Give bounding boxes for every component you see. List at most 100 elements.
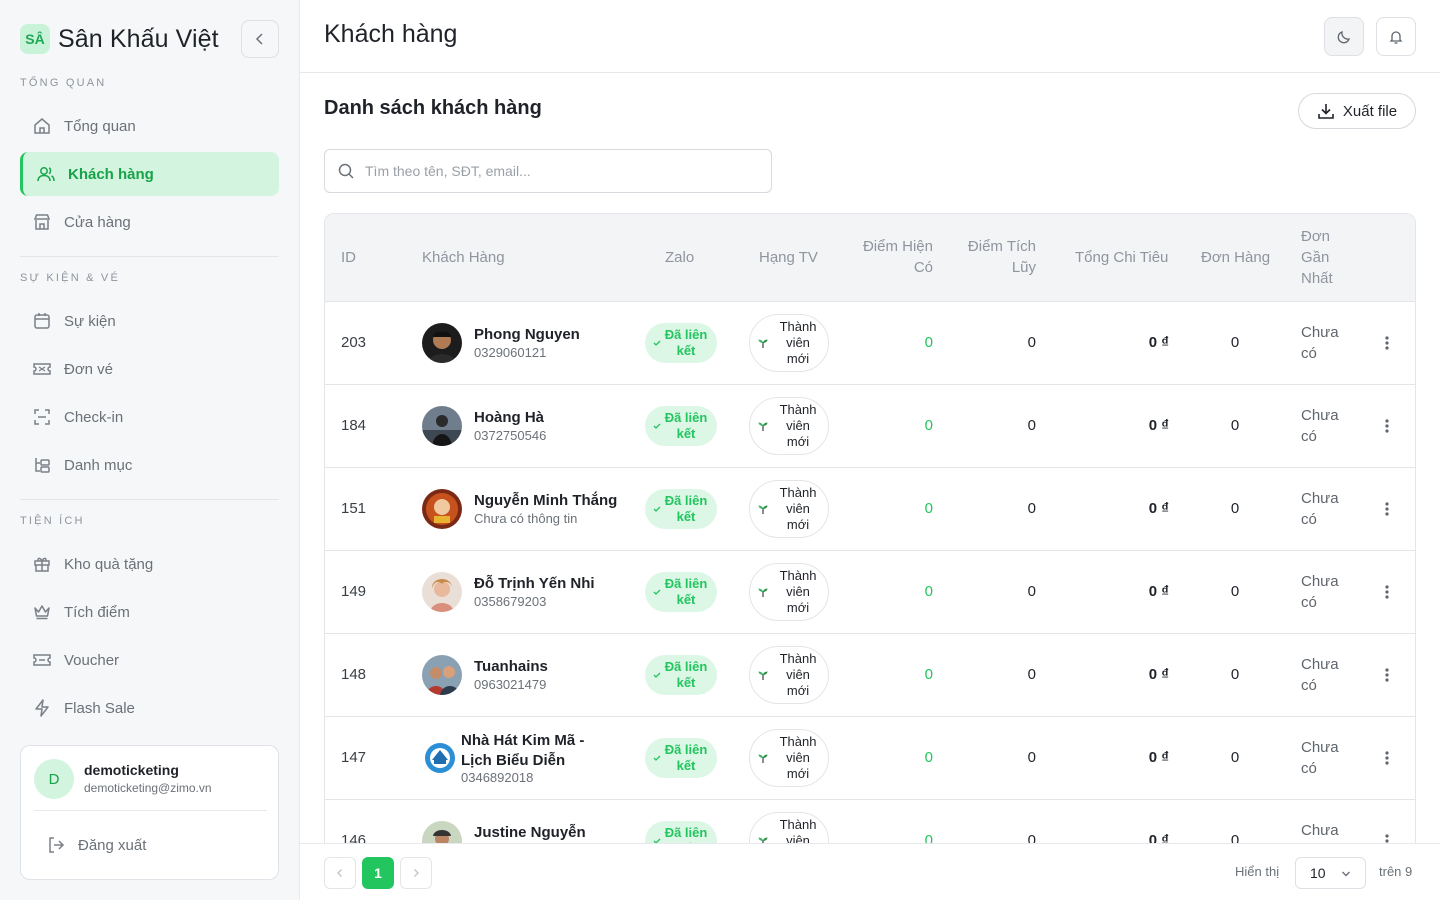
column-header-customer[interactable]: Khách Hàng <box>422 249 505 266</box>
zalo-status-badge: Đã liên kết <box>645 572 717 612</box>
table-row[interactable]: 203 Phong Nguyen 0329060121 Đã liên kết Thàn… <box>325 302 1415 385</box>
customer-id: 151 <box>341 500 367 517</box>
tier-label: Thành viên mới <box>779 651 817 698</box>
store-icon <box>32 212 52 232</box>
chevron-left-icon <box>337 869 342 877</box>
last-order: Chưa có <box>1301 573 1339 611</box>
tier-badge: Thành viên mới <box>749 646 829 704</box>
logout-button[interactable]: Đăng xuất <box>46 835 146 855</box>
table-row[interactable]: 148 Tuanhains 0963021479 Đã liên kết Thành v… <box>325 634 1415 717</box>
sidebar-item-categories[interactable]: Danh mục <box>20 443 279 487</box>
accumulated-points: 0 <box>1027 583 1036 600</box>
sprout-icon <box>758 671 768 680</box>
collapse-sidebar-button[interactable] <box>241 20 279 58</box>
row-actions-button[interactable] <box>1383 333 1391 358</box>
row-actions-button[interactable] <box>1383 831 1391 843</box>
theme-toggle-button[interactable] <box>1324 17 1364 56</box>
customer-name[interactable]: Đỗ Trịnh Yến Nhi <box>474 575 595 592</box>
sidebar-item-voucher[interactable]: Voucher <box>20 638 279 682</box>
column-header-total-spent[interactable]: Tổng Chi Tiêu <box>1075 249 1169 266</box>
row-actions-button[interactable] <box>1383 582 1391 607</box>
table-row[interactable]: 147 Nhà Hát Kim Mã - Lịch Biểu Diễn 034689… <box>325 717 1415 800</box>
current-points: 0 <box>924 334 933 351</box>
zalo-status-label: Đã liên kết <box>664 493 708 524</box>
sidebar-item-checkin[interactable]: Check-in <box>20 395 279 439</box>
zalo-status-label: Đã liên kết <box>664 742 708 773</box>
sidebar-item-store[interactable]: Cửa hàng <box>20 200 279 244</box>
prev-page-button[interactable] <box>324 857 356 889</box>
sidebar-item-gifts[interactable]: Kho quà tặng <box>20 542 279 586</box>
row-actions-button[interactable] <box>1383 748 1391 773</box>
sidebar-item-events[interactable]: Sự kiện <box>20 299 279 343</box>
accumulated-points: 0 <box>1027 832 1036 843</box>
customer-name[interactable]: Hoàng Hà <box>474 409 545 426</box>
tier-label: Thành viên mới <box>779 402 817 449</box>
column-header-tier[interactable]: Hạng TV <box>759 249 818 266</box>
customer-id: 148 <box>341 666 367 683</box>
sidebar-item-label: Sự kiện <box>64 312 116 330</box>
sidebar-divider <box>20 499 279 500</box>
customer-name[interactable]: Tuanhains <box>474 658 548 675</box>
search-input[interactable] <box>365 163 745 179</box>
notifications-button[interactable] <box>1376 17 1416 56</box>
sidebar-item-flash-sale[interactable]: Flash Sale <box>20 686 279 730</box>
last-order: Chưa có <box>1301 324 1339 362</box>
order-count: 0 <box>1230 666 1240 683</box>
sidebar-item-label: Đơn vé <box>64 360 114 378</box>
row-actions-button[interactable] <box>1383 665 1391 690</box>
customer-name[interactable]: Phong Nguyen <box>474 326 580 343</box>
row-actions-button[interactable] <box>1383 416 1391 441</box>
export-file-label: Xuất file <box>1342 102 1398 120</box>
tier-label: Thành viên mới <box>779 485 817 532</box>
check-icon <box>653 838 661 843</box>
sidebar-item-label: Voucher <box>64 651 120 669</box>
table-row[interactable]: 184 Hoàng Hà 0372750546 Đã liên kết Thành vi… <box>325 385 1415 468</box>
total-spent: 0 ₫ <box>1148 417 1169 434</box>
sidebar-item-overview[interactable]: Tổng quan <box>20 104 279 148</box>
order-count: 0 <box>1230 749 1240 766</box>
brand[interactable]: SÂ Sân Khấu Việt <box>20 20 219 58</box>
column-header-id[interactable]: ID <box>341 249 356 266</box>
customer-name[interactable]: Nguyễn Minh Thắng <box>474 492 618 509</box>
page-size-select[interactable]: 10 <box>1295 857 1366 889</box>
lightning-icon <box>32 698 52 718</box>
total-spent: 0 ₫ <box>1148 583 1169 600</box>
zalo-status-badge: Đã liên kết <box>645 489 717 529</box>
more-vertical-icon <box>1385 834 1389 843</box>
page-button-current[interactable]: 1 <box>362 857 394 889</box>
tier-badge: Thành viên mới <box>749 563 829 621</box>
row-actions-button[interactable] <box>1383 499 1391 524</box>
section-title: Danh sách khách hàng <box>324 97 542 119</box>
next-page-button[interactable] <box>400 857 432 889</box>
export-file-button[interactable]: Xuất file <box>1298 93 1416 129</box>
customer-name[interactable]: Justine Nguyễn <box>474 824 586 841</box>
user-name: demoticketing <box>84 762 179 778</box>
current-points: 0 <box>924 583 933 600</box>
sidebar-item-points[interactable]: Tích điểm <box>20 590 279 634</box>
column-header-zalo[interactable]: Zalo <box>665 249 695 266</box>
customer-name[interactable]: Nhà Hát Kim Mã - Lịch Biểu Diễn <box>461 732 585 769</box>
column-header-last-order[interactable]: Đơn Gần Nhất <box>1301 228 1333 287</box>
tier-badge: Thành viên mới <box>749 314 829 372</box>
search-icon <box>338 163 354 179</box>
accumulated-points: 0 <box>1027 417 1036 434</box>
column-header-orders[interactable]: Đơn Hàng <box>1201 249 1271 266</box>
tier-label: Thành viên mới <box>779 734 817 781</box>
table-row[interactable]: 149 Đỗ Trịnh Yến Nhi 0358679203 Đã liên kết… <box>325 551 1415 634</box>
more-vertical-icon <box>1385 419 1389 433</box>
table-row[interactable]: 151 Nguyễn Minh Thắng Chưa có thông tin Đã … <box>325 468 1415 551</box>
avatar <box>422 821 462 843</box>
current-points: 0 <box>924 666 933 683</box>
table-row[interactable]: 146 Justine Nguyễn Đã liên kết Thành viên m… <box>325 800 1415 843</box>
column-header-accumulated-points[interactable]: Điểm Tích Lũy <box>967 238 1036 276</box>
sidebar-item-ticket-orders[interactable]: Đơn vé <box>20 347 279 391</box>
column-header-current-points[interactable]: Điểm Hiện Có <box>862 238 933 276</box>
sidebar-item-customers[interactable]: Khách hàng <box>20 152 279 196</box>
current-points: 0 <box>924 500 933 517</box>
gift-icon <box>32 554 52 574</box>
current-points: 0 <box>924 417 933 434</box>
sprout-icon <box>758 754 768 763</box>
check-icon <box>653 506 661 512</box>
sidebar-item-label: Flash Sale <box>64 699 135 717</box>
sidebar-item-label: Danh mục <box>64 456 133 474</box>
